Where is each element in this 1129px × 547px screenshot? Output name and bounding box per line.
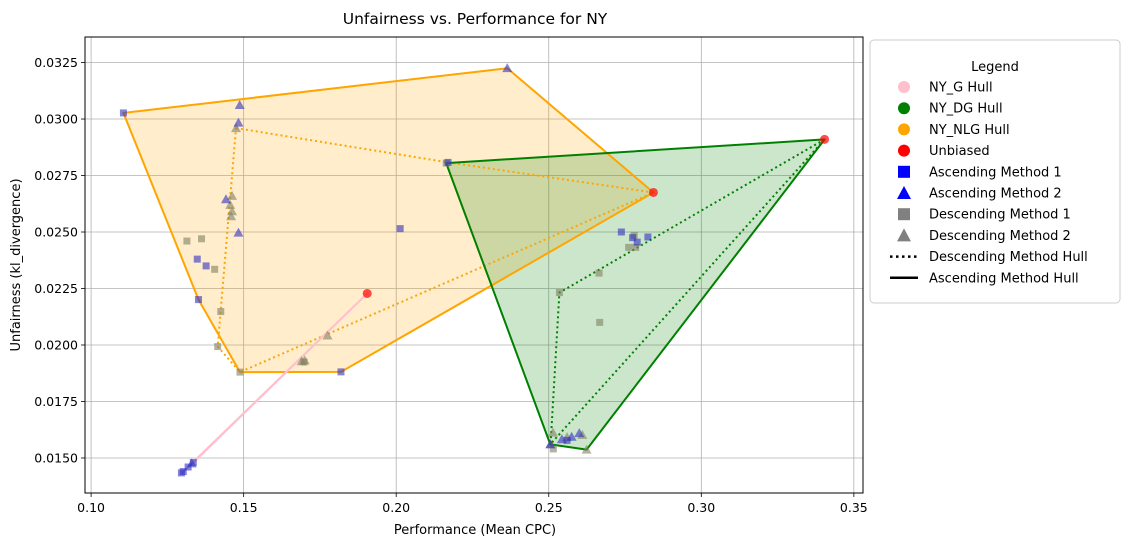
y-tick-label: 0.0275 — [34, 168, 78, 183]
ascending-method-1-point — [119, 109, 127, 117]
ascending-method-2-point — [556, 434, 567, 444]
y-tick-label: 0.0200 — [34, 337, 78, 352]
unbiased-point — [648, 187, 658, 197]
descending-method-1-point — [214, 343, 222, 351]
descending-method-1-point — [596, 318, 604, 326]
legend-label: Descending Method 1 — [929, 208, 1071, 223]
descending-method-2-point — [231, 123, 242, 133]
descending-method-1-point — [555, 289, 563, 297]
ascending-method-1-point — [629, 234, 637, 242]
x-tick-label: 0.30 — [687, 500, 715, 515]
descending-method-2-point — [226, 211, 237, 221]
unbiased-point — [820, 134, 830, 144]
y-tick-label: 0.0225 — [34, 281, 78, 296]
ascending-method-1-point — [193, 255, 201, 263]
x-axis-label: Performance (Mean CPC) — [394, 523, 556, 538]
ascending-method-1-point — [177, 469, 185, 477]
descending-method-1-point — [211, 265, 219, 273]
ascending-method-2-point — [220, 194, 231, 204]
ascending-method-2-point — [545, 439, 556, 449]
descending-method-2-point — [227, 190, 238, 200]
legend-marker-ny-g-hull — [898, 81, 910, 93]
ascending-method-1-point — [617, 228, 625, 236]
legend-frame — [869, 39, 1121, 304]
ny-dg-hull-fill — [446, 139, 825, 450]
ascending-method-1-point — [337, 368, 345, 376]
ascending-method-2-point — [186, 458, 197, 468]
y-tick-label: 0.0325 — [34, 55, 78, 70]
x-tick-label: 0.25 — [535, 500, 563, 515]
x-ticks: 0.10 0.15 0.20 0.25 0.30 0.35 — [77, 493, 868, 515]
markers — [119, 63, 830, 477]
x-tick-label: 0.15 — [230, 500, 258, 515]
legend-label: NY_DG Hull — [929, 102, 1003, 117]
descending-method-1-point — [217, 308, 225, 316]
y-tick-label: 0.0175 — [34, 394, 78, 409]
ny-nlg-hull-fill — [123, 68, 654, 373]
y-tick-label: 0.0300 — [34, 112, 78, 127]
legend-marker-descending-method-2 — [897, 228, 911, 242]
descending-method-1-point — [632, 243, 640, 251]
legend-marker-unbiased — [898, 144, 910, 157]
legend-marker-ascending-method-1 — [898, 165, 910, 178]
x-tick-label: 0.10 — [77, 500, 105, 515]
legend-label: Unbiased — [929, 144, 990, 159]
ascending-method-1-point — [633, 238, 641, 246]
legend-marker-ny-dg-hull — [898, 102, 910, 115]
ascending-method-2-point — [234, 100, 245, 110]
descending-method-1-point — [198, 235, 206, 243]
legend: Legend NY_G Hull NY_DG Hull NY_NLG Hull Unb… — [869, 39, 1121, 304]
y-tick-label: 0.0150 — [34, 450, 78, 465]
ascending-method-2-point — [233, 117, 244, 127]
descending-method-1-point — [549, 445, 557, 453]
descending-method-2-point — [225, 199, 236, 209]
y-axis-label: Unfairness (kl_divergence) — [9, 178, 24, 351]
ascending-method-1-point — [644, 233, 652, 241]
legend-label: Descending Method 2 — [929, 229, 1071, 244]
legend-label: Descending Method Hull — [929, 250, 1088, 265]
descending-method-2-point — [548, 427, 559, 437]
ascending-method-2-point — [502, 63, 513, 73]
y-ticks: 0.0150 0.0175 0.0200 0.0225 0.0250 0.0275 0.03… — [34, 55, 85, 465]
ascending-method-2-point — [566, 431, 577, 441]
descending-method-1-point — [625, 243, 633, 251]
descending-method-1-point — [236, 368, 244, 376]
legend-label: Ascending Method Hull — [929, 271, 1079, 286]
legend-marker-ny-nlg-hull — [898, 123, 910, 136]
legend-marker-descending-method-1 — [898, 208, 910, 221]
legend-title: Legend — [971, 60, 1019, 75]
ascending-method-1-point — [444, 158, 452, 166]
ascending-method-2-point — [574, 428, 585, 438]
ascending-method-1-point — [194, 296, 202, 304]
descending-method-1-point — [183, 237, 191, 245]
descending-method-2-point — [227, 206, 238, 216]
descending-method-1-point — [595, 269, 603, 277]
x-tick-label: 0.35 — [840, 500, 868, 515]
ascending-method-2-point — [233, 227, 244, 237]
descending-method-2-point — [296, 356, 307, 366]
x-tick-label: 0.20 — [382, 500, 410, 515]
grid — [85, 37, 863, 493]
legend-label: Ascending Method 1 — [929, 165, 1062, 180]
legend-label: Ascending Method 2 — [929, 187, 1062, 202]
legend-label: NY_G Hull — [929, 81, 993, 96]
hull-fills — [123, 68, 825, 473]
chart-title: Unfairness vs. Performance for NY — [343, 10, 608, 28]
unbiased-point — [362, 288, 372, 298]
legend-marker-ascending-method-2 — [897, 186, 911, 199]
legend-entries: NY_G Hull NY_DG Hull NY_NLG Hull Unbiased As… — [890, 81, 1088, 286]
descending-method-2-point — [581, 444, 592, 454]
ascending-method-1-point — [396, 225, 404, 233]
legend-label: NY_NLG Hull — [929, 123, 1010, 138]
descending-method-2-point — [322, 330, 333, 340]
ascending-method-1-point — [202, 262, 210, 270]
y-tick-label: 0.0250 — [34, 225, 78, 240]
plot-frame — [84, 36, 864, 494]
